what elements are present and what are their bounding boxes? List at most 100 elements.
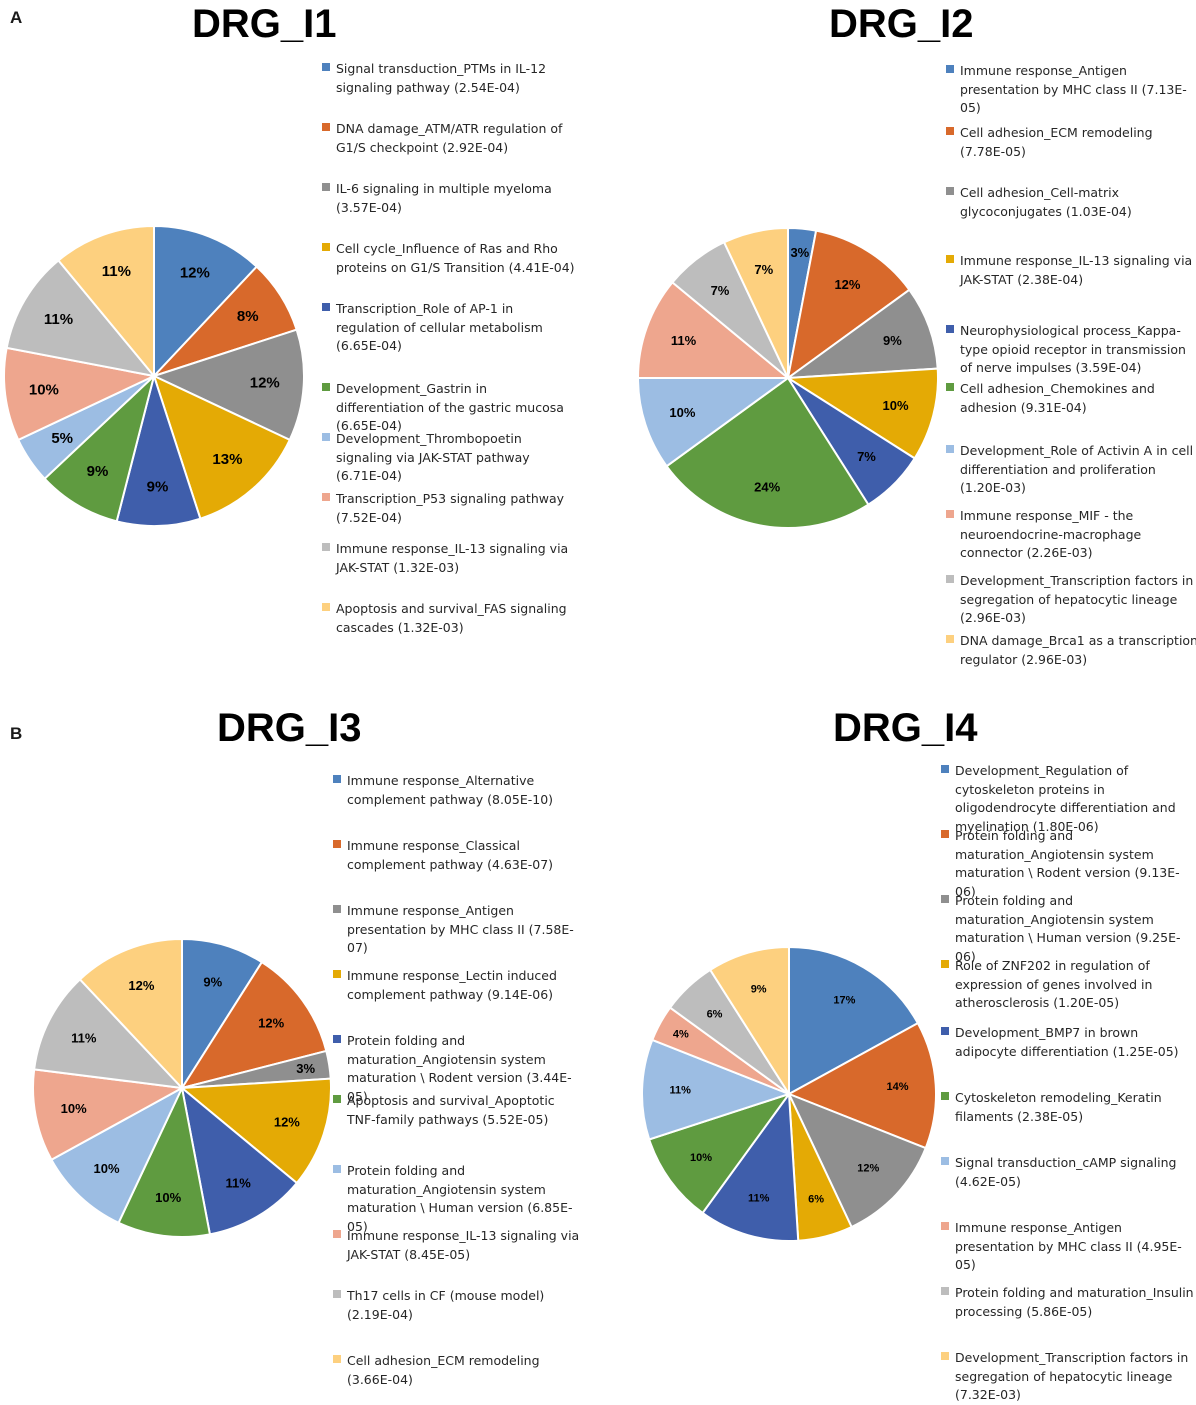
legend-swatch bbox=[333, 1230, 341, 1238]
pie-slice-3-5 bbox=[647, 1092, 792, 1215]
legend-label: Immune response_IL-13 signaling via JAK-… bbox=[960, 253, 1193, 287]
pie-slice-label-0-8: 11% bbox=[44, 311, 73, 328]
pie-slice-label-3-4: 11% bbox=[748, 1192, 770, 1204]
legend-label: Cytoskeleton remodeling_Keratin filament… bbox=[955, 1090, 1162, 1124]
pie-slice-label-0-1: 8% bbox=[237, 308, 259, 325]
pie-slice-label-1-7: 11% bbox=[671, 333, 697, 348]
chart-title-drg-i1: DRG_I1 bbox=[192, 2, 337, 46]
pie-slice-label-2-5: 10% bbox=[155, 1190, 181, 1205]
legend-swatch bbox=[946, 325, 954, 333]
legend-swatch bbox=[941, 1352, 949, 1360]
legend-swatch bbox=[322, 383, 330, 391]
pie-slice-3-1 bbox=[786, 1021, 937, 1150]
pie-slice-0-3 bbox=[152, 374, 292, 520]
pie-slice-label-1-9: 7% bbox=[754, 262, 773, 277]
pie-slice-label-1-8: 7% bbox=[711, 283, 730, 298]
legend-swatch bbox=[941, 1222, 949, 1230]
pie-slice-2-8 bbox=[33, 977, 185, 1090]
pie-slice-2-1 bbox=[179, 960, 328, 1090]
legend-swatch bbox=[946, 255, 954, 263]
legend-label: IL-6 signaling in multiple myeloma (3.57… bbox=[336, 181, 552, 215]
pie-slice-label-2-4: 11% bbox=[225, 1175, 251, 1190]
pie-slice-1-2 bbox=[784, 288, 939, 380]
pie-slice-2-5 bbox=[117, 1084, 212, 1238]
pie-slice-2-9 bbox=[78, 937, 183, 1091]
legend-swatch bbox=[941, 1287, 949, 1295]
legend-swatch bbox=[941, 830, 949, 838]
pie-slice-label-2-0: 9% bbox=[203, 975, 222, 990]
legend-swatch bbox=[946, 635, 954, 643]
pie-slice-label-2-1: 12% bbox=[258, 1016, 284, 1031]
pie-slice-2-0 bbox=[181, 937, 264, 1092]
legend-label: Protein folding and maturation_Angiotens… bbox=[347, 1163, 573, 1234]
legend-swatch bbox=[946, 383, 954, 391]
pie-slice-label-0-2: 12% bbox=[250, 374, 280, 391]
legend-swatch bbox=[333, 775, 341, 783]
legend-label: Development_Gastrin in differentiation o… bbox=[336, 381, 564, 433]
legend-swatch bbox=[333, 905, 341, 913]
legend-swatch bbox=[333, 1035, 341, 1043]
pie-slice-1-7 bbox=[636, 280, 791, 379]
legend-swatch bbox=[322, 433, 330, 441]
legend-label: Signal transduction_PTMs in IL-12 signal… bbox=[336, 61, 547, 95]
pie-slice-0-7 bbox=[3, 346, 158, 442]
legend-swatch bbox=[946, 127, 954, 135]
legend-label: Cell adhesion_ECM remodeling (3.66E-04) bbox=[347, 1353, 540, 1387]
pie-slice-label-3-1: 14% bbox=[887, 1081, 909, 1093]
legend-label: Cell adhesion_Chemokines and adhesion (9… bbox=[960, 381, 1155, 415]
legend-label: Immune response_Antigen presentation by … bbox=[347, 903, 574, 955]
pie-slice-label-0-6: 5% bbox=[51, 430, 73, 447]
legend-label: Neurophysiological process_Kappa-type op… bbox=[960, 323, 1186, 375]
pie-slice-3-2 bbox=[787, 1092, 927, 1229]
pie-slice-3-6 bbox=[640, 1038, 792, 1141]
legend-swatch bbox=[941, 765, 949, 773]
pie-slice-1-3 bbox=[784, 367, 939, 460]
pie-slice-label-0-9: 11% bbox=[102, 263, 131, 280]
legend-label: Immune response_IL-13 signaling via JAK-… bbox=[336, 541, 569, 575]
legend-label: Role of ZNF202 in regulation of expressi… bbox=[955, 958, 1153, 1010]
pie-slice-3-0 bbox=[788, 945, 920, 1096]
chart-title-drg-i4: DRG_I4 bbox=[833, 706, 978, 750]
pie-slice-2-7 bbox=[31, 1068, 186, 1162]
legend-swatch bbox=[322, 243, 330, 251]
pie-slice-0-4 bbox=[115, 372, 202, 528]
legend-swatch bbox=[941, 1027, 949, 1035]
pie-slice-2-3 bbox=[179, 1077, 333, 1185]
legend-label: Signal transduction_cAMP signaling (4.62… bbox=[955, 1155, 1177, 1189]
legend-label: Cell cycle_Influence of Ras and Rho prot… bbox=[336, 241, 575, 275]
pie-slice-label-0-5: 9% bbox=[87, 463, 109, 480]
pie-slice-label-3-5: 10% bbox=[690, 1152, 712, 1164]
legend-swatch bbox=[941, 1092, 949, 1100]
pie-slice-2-4 bbox=[180, 1085, 299, 1236]
legend-swatch bbox=[946, 187, 954, 195]
legend-swatch bbox=[322, 603, 330, 611]
pie-chart-drg-i2: 3% 12% 9% 10% 7% 24% 10% 11% 7% 7% bbox=[636, 226, 939, 529]
pie-slice-1-6 bbox=[636, 377, 792, 468]
pie-slice-0-5 bbox=[43, 372, 156, 523]
legend-swatch bbox=[333, 1355, 341, 1363]
legend-label: Immune response_Classical complement pat… bbox=[347, 838, 554, 872]
legend-swatch bbox=[322, 543, 330, 551]
legend-swatch bbox=[946, 575, 954, 583]
pie-slice-0-2 bbox=[151, 328, 305, 442]
pie-slice-2-6 bbox=[50, 1085, 185, 1225]
legend-label: Development_Role of Activin A in cell di… bbox=[960, 443, 1194, 495]
legend-label: Immune response_Antigen presentation by … bbox=[960, 63, 1187, 115]
legend-swatch bbox=[941, 960, 949, 968]
legend-label: Immune response_Antigen presentation by … bbox=[955, 1220, 1182, 1272]
pie-slice-0-9 bbox=[56, 224, 155, 379]
legend-swatch bbox=[322, 183, 330, 191]
pie-slice-3-9 bbox=[708, 945, 790, 1098]
pie-chart-drg-i4: 17% 14% 12% 6% 11% 10% 11% 4% 6% 9% bbox=[640, 945, 937, 1242]
pie-slice-label-1-6: 10% bbox=[669, 405, 695, 420]
pie-slice-label-0-7: 10% bbox=[29, 381, 59, 398]
pie-slice-label-1-3: 10% bbox=[882, 398, 908, 413]
pie-slice-label-3-0: 17% bbox=[833, 994, 855, 1006]
pie-slice-0-8 bbox=[5, 259, 157, 378]
pie-slice-label-3-2: 12% bbox=[857, 1162, 879, 1174]
legend-label: Protein folding and maturation_Angiotens… bbox=[347, 1033, 572, 1104]
legend-swatch bbox=[333, 840, 341, 848]
legend-swatch bbox=[941, 895, 949, 903]
legend-label: DNA damage_ATM/ATR regulation of G1/S ch… bbox=[336, 121, 563, 155]
legend-swatch bbox=[333, 1095, 341, 1103]
